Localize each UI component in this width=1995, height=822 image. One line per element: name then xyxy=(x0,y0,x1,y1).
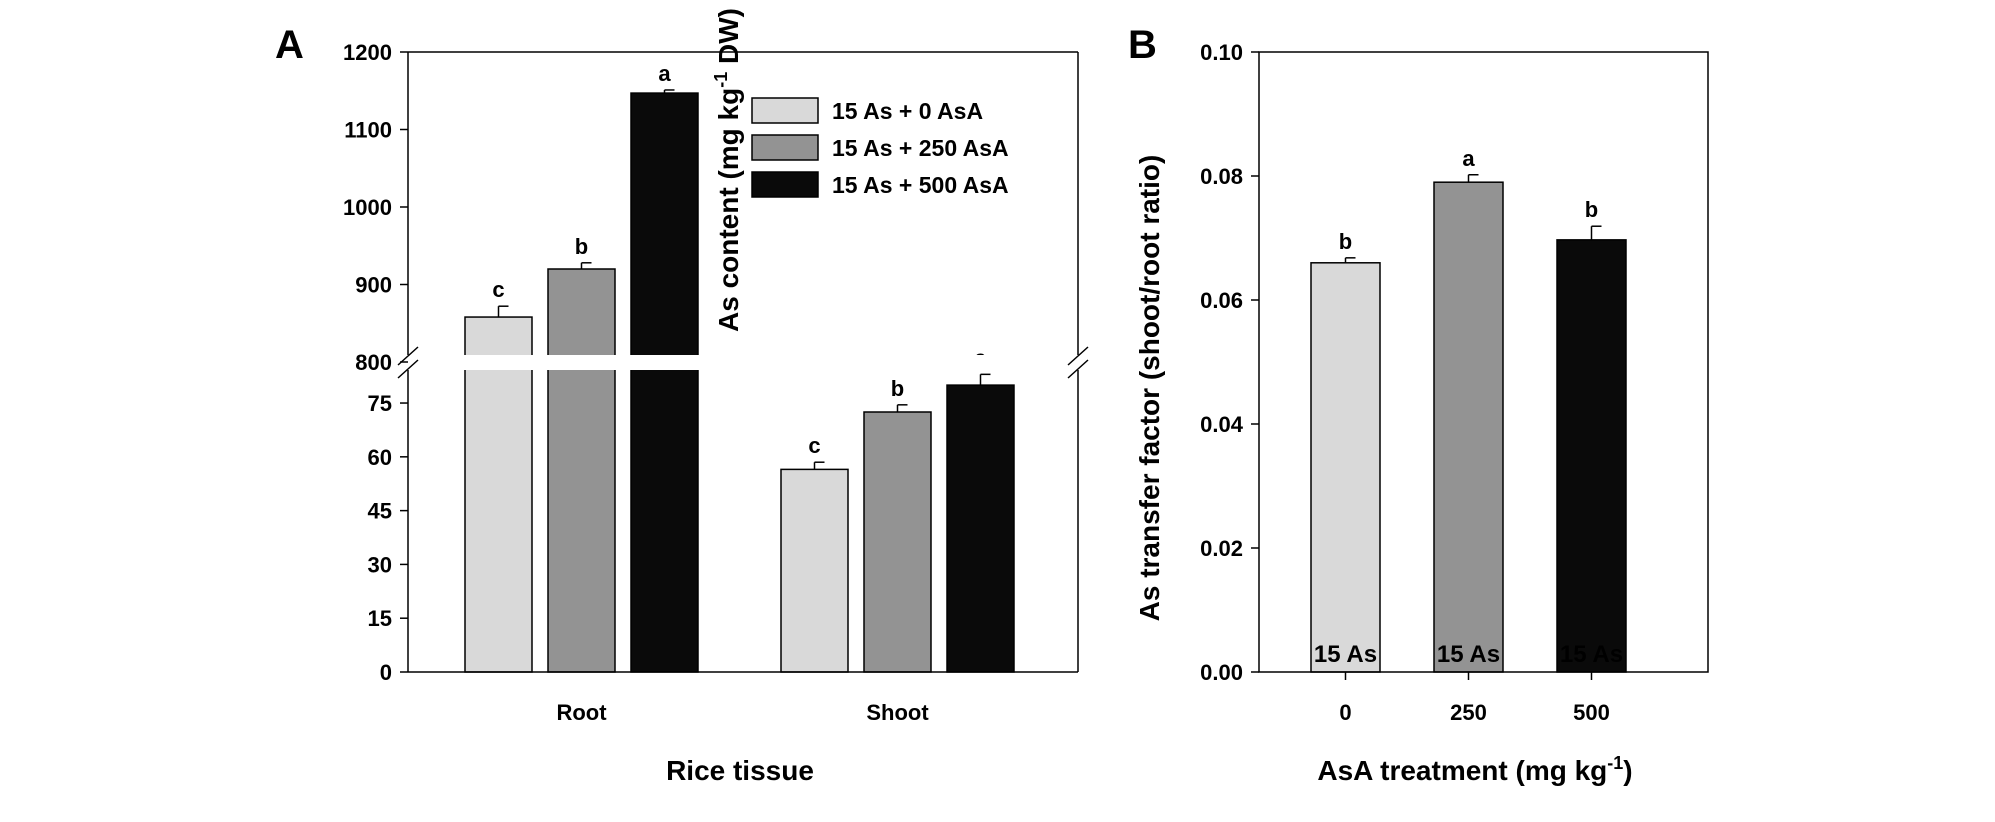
bar-0-2 xyxy=(630,92,699,673)
y-tick-label: 0 xyxy=(380,660,392,685)
axis-break-band xyxy=(400,355,1088,370)
plot-frame xyxy=(1258,51,1709,673)
y-tick-label: 0.00 xyxy=(1200,660,1243,685)
y-tick-label: 1000 xyxy=(343,195,392,220)
panel-a-label: A xyxy=(275,23,304,67)
y-tick-label: 1200 xyxy=(343,40,392,65)
bar-0 xyxy=(1310,262,1381,673)
significance-letter: c xyxy=(492,277,504,302)
bar-1 xyxy=(1433,181,1504,673)
break-mark-left xyxy=(397,359,419,379)
y-tick-label: 800 xyxy=(355,350,392,375)
legend-label: 15 As + 500 AsA xyxy=(832,172,1009,198)
significance-letter: c xyxy=(808,433,820,458)
legend-swatch xyxy=(751,97,819,124)
y-tick-label: 0.06 xyxy=(1200,288,1243,313)
y-tick-label: 60 xyxy=(368,445,392,470)
y-tick-label: 0.04 xyxy=(1200,412,1244,437)
y-tick-label: 30 xyxy=(368,552,392,577)
panel-a-ylabel: As content (mg kg-1 DW) xyxy=(711,8,744,332)
significance-letter: b xyxy=(1339,229,1352,254)
panel-a-chart: A As content (mg kg-1 DW) Rice tissue 15… xyxy=(275,8,1089,786)
y-tick-label: 0.10 xyxy=(1200,40,1243,65)
legend-swatch xyxy=(751,171,819,198)
legend-swatch xyxy=(751,134,819,161)
significance-letter: b xyxy=(1585,197,1598,222)
y-tick-label: 900 xyxy=(355,273,392,298)
y-tick-label: 15 xyxy=(368,606,392,631)
y-tick-label: 1100 xyxy=(344,118,392,143)
bar-0-0 xyxy=(464,316,533,673)
y-tick-label: 45 xyxy=(368,499,392,524)
bar-2 xyxy=(1556,239,1627,673)
panel-b-xlabel: AsA treatment (mg kg-1) xyxy=(1317,753,1632,786)
y-tick-label: 0.02 xyxy=(1200,536,1243,561)
significance-letter: b xyxy=(891,376,904,401)
x-tick-label: 0 xyxy=(1339,700,1351,725)
y-tick-label: 0.08 xyxy=(1200,164,1243,189)
y-tick-label: 75 xyxy=(368,391,392,416)
bar-1-2 xyxy=(946,384,1015,673)
x-tick-label: 500 xyxy=(1573,700,1610,725)
panel-a-legend: 15 As + 0 AsA 15 As + 250 AsA 15 As + 500 … xyxy=(751,97,1009,198)
legend-label: 15 As + 0 AsA xyxy=(832,98,983,124)
break-mark-right xyxy=(1067,346,1089,366)
legend-label: 15 As + 250 AsA xyxy=(832,135,1009,161)
bar-1-0 xyxy=(780,468,849,673)
panel-b-label: B xyxy=(1128,23,1157,67)
bar-inner-label: 15 As xyxy=(1560,641,1623,668)
significance-letter: a xyxy=(658,61,671,86)
x-tick-label: 250 xyxy=(1450,700,1487,725)
panel-a-xlabel: Rice tissue xyxy=(666,755,814,786)
bar-1-1 xyxy=(863,411,932,673)
bar-inner-label: 15 As xyxy=(1314,641,1377,668)
x-tick-label: Shoot xyxy=(866,700,929,725)
panel-b-chart: B As transfer factor (shoot/root ratio) … xyxy=(1128,23,1709,786)
significance-letter: b xyxy=(575,234,588,259)
break-mark-right xyxy=(1067,359,1089,379)
panel-b-ylabel: As transfer factor (shoot/root ratio) xyxy=(1134,155,1165,622)
bar-inner-label: 15 As xyxy=(1437,641,1500,668)
bar-0-1 xyxy=(547,268,616,673)
significance-letter: a xyxy=(1462,146,1475,171)
x-tick-label: Root xyxy=(556,700,607,725)
